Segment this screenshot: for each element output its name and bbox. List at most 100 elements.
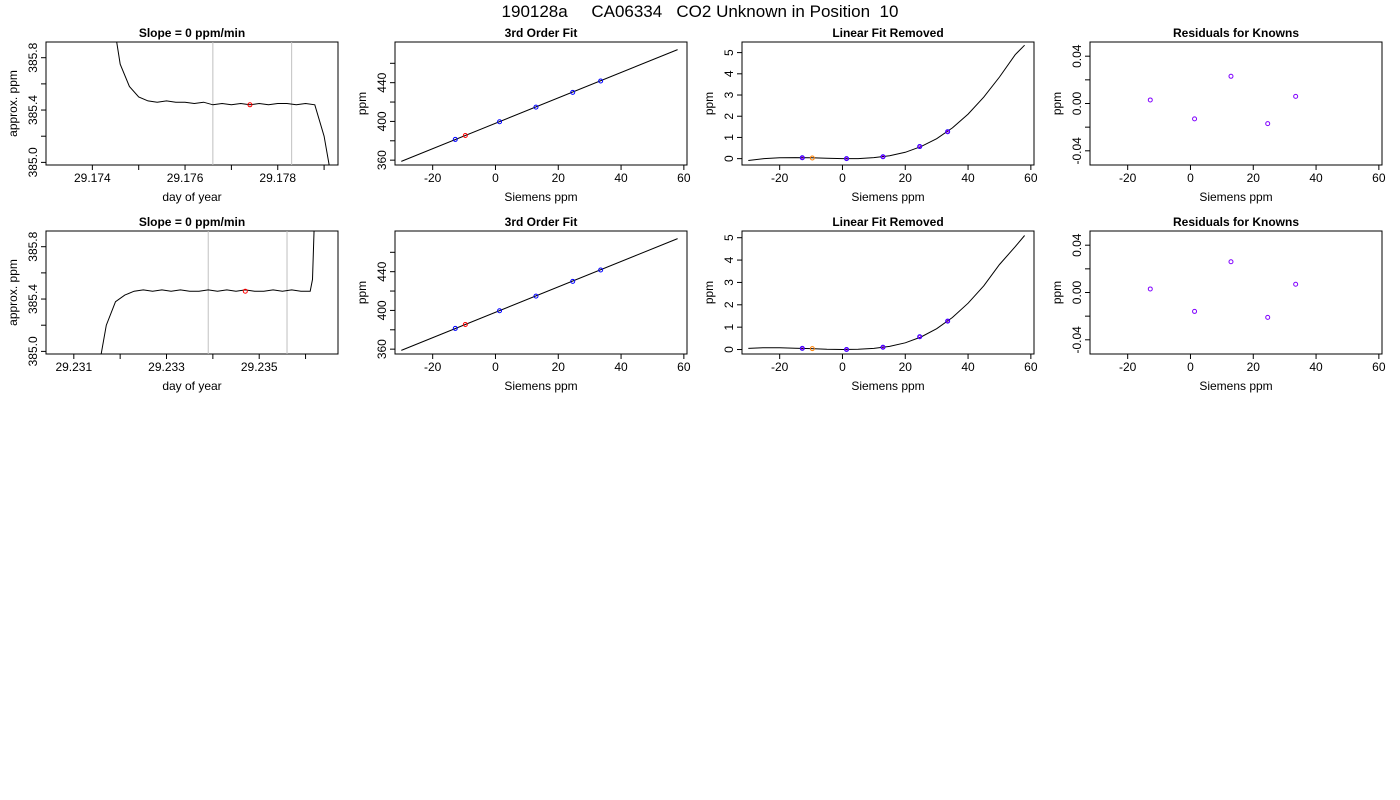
chart-title: Linear Fit Removed	[832, 26, 943, 40]
y-tick-label: 3	[722, 279, 736, 286]
x-axis-label: Siemens ppm	[1199, 379, 1272, 393]
y-tick-label: 360	[375, 339, 389, 359]
known-point-overlay	[800, 155, 805, 160]
plot-frame	[741, 230, 1035, 355]
x-tick-label: 29.178	[259, 171, 296, 185]
y-tick-label: 360	[375, 150, 389, 170]
y-tick-label: 440	[375, 72, 389, 92]
y-tick-label: 440	[375, 261, 389, 281]
x-tick-label: 60	[1024, 171, 1038, 185]
residual-point	[1192, 116, 1198, 122]
chart-panel-5: 3rd Order Fit -20 0 20 40 60 Siemens ppm 360 400…	[355, 215, 691, 393]
residual-point	[1147, 97, 1153, 103]
y-tick-label: 385.4	[26, 284, 40, 314]
x-axis-label: Siemens ppm	[504, 379, 577, 393]
x-tick-label: 20	[552, 171, 566, 185]
fit-curve	[748, 235, 1025, 351]
chart-title: Residuals for Knowns	[1173, 26, 1299, 40]
known-point	[533, 293, 539, 299]
y-axis-label: ppm	[702, 281, 716, 304]
plot-frame	[394, 230, 688, 355]
residual-point	[1293, 93, 1299, 99]
y-tick-label: 0.00	[1070, 91, 1084, 115]
x-tick-label: 29.233	[148, 360, 185, 374]
x-axis-label: Siemens ppm	[1199, 190, 1272, 204]
y-axis-label: ppm	[1050, 92, 1064, 115]
known-point	[533, 104, 539, 110]
x-tick-label: 60	[1372, 171, 1386, 185]
known-point-overlay	[880, 154, 885, 159]
y-axis-label: ppm	[355, 92, 369, 115]
known-point-overlay	[844, 347, 849, 352]
y-tick-label: -0.04	[1070, 137, 1084, 165]
known-point	[497, 119, 503, 125]
known-point	[598, 267, 604, 273]
y-tick-label: 5	[722, 234, 736, 241]
chart-title: Slope = 0 ppm/min	[139, 26, 245, 40]
y-tick-label: 385.0	[26, 336, 40, 366]
x-tick-label: 0	[839, 360, 846, 374]
unknown-point	[809, 346, 815, 352]
known-point-overlay	[917, 144, 922, 149]
plot-area	[401, 238, 678, 351]
x-tick-label: 60	[677, 171, 691, 185]
x-tick-label: -20	[1119, 360, 1137, 374]
x-tick-label: -20	[1119, 171, 1137, 185]
known-point	[452, 136, 458, 142]
x-tick-label: 20	[899, 171, 913, 185]
y-tick-label: 385.8	[26, 42, 40, 72]
x-axis-label: day of year	[162, 379, 221, 393]
residual-point	[1147, 286, 1153, 292]
x-tick-label: 60	[677, 360, 691, 374]
chart-title: Residuals for Knowns	[1173, 215, 1299, 229]
y-tick-label: 385.8	[26, 231, 40, 261]
x-tick-label: 40	[1309, 360, 1323, 374]
y-tick-label: 0.04	[1070, 44, 1084, 68]
known-point-overlay	[844, 156, 849, 161]
y-tick-label: 4	[722, 70, 736, 77]
page-title: 190128a CA06334 CO2 Unknown in Position …	[501, 2, 899, 21]
y-tick-label: 2	[722, 113, 736, 120]
plot-frame	[1089, 230, 1383, 355]
x-tick-label: 40	[961, 360, 975, 374]
plot-frame	[394, 41, 688, 166]
chart-title: 3rd Order Fit	[505, 215, 578, 229]
x-tick-label: 60	[1024, 360, 1038, 374]
chart-title: Slope = 0 ppm/min	[139, 215, 245, 229]
chart-title: 3rd Order Fit	[505, 26, 578, 40]
chart-panel-1: 3rd Order Fit -20 0 20 40 60 Siemens ppm 360 400…	[355, 26, 691, 204]
unknown-point	[462, 132, 468, 138]
plot-area	[100, 231, 315, 354]
y-tick-label: 385.0	[26, 147, 40, 177]
fit-curve	[401, 238, 678, 351]
y-tick-label: 1	[722, 134, 736, 141]
residual-point	[1265, 314, 1271, 320]
x-tick-label: -20	[771, 360, 789, 374]
y-tick-label: 0	[722, 155, 736, 162]
x-tick-label: 29.235	[241, 360, 278, 374]
residual-point	[1228, 259, 1234, 265]
plot-area	[401, 49, 678, 162]
x-axis-label: day of year	[162, 190, 221, 204]
y-tick-label: 400	[375, 111, 389, 131]
residual-point	[1265, 121, 1271, 127]
plot-frame	[741, 41, 1035, 166]
fit-curve	[401, 49, 678, 162]
unknown-point	[462, 321, 468, 327]
x-tick-label: 29.231	[55, 360, 92, 374]
x-tick-label: 20	[1247, 360, 1261, 374]
x-tick-label: 40	[961, 171, 975, 185]
series-line	[100, 231, 315, 354]
x-tick-label: 29.174	[74, 171, 111, 185]
unknown-point	[809, 155, 815, 161]
known-point-overlay	[880, 345, 885, 350]
chart-panel-4: Slope = 0 ppm/min 29.231 29.233 29.235 day o…	[6, 215, 339, 393]
plot-area	[748, 235, 1025, 353]
plot-area	[1147, 259, 1299, 320]
known-point	[452, 325, 458, 331]
known-point	[598, 78, 604, 84]
x-tick-label: 29.176	[167, 171, 204, 185]
y-tick-label: 0.04	[1070, 233, 1084, 257]
unknown-point	[242, 288, 248, 294]
residual-point	[1228, 73, 1234, 79]
